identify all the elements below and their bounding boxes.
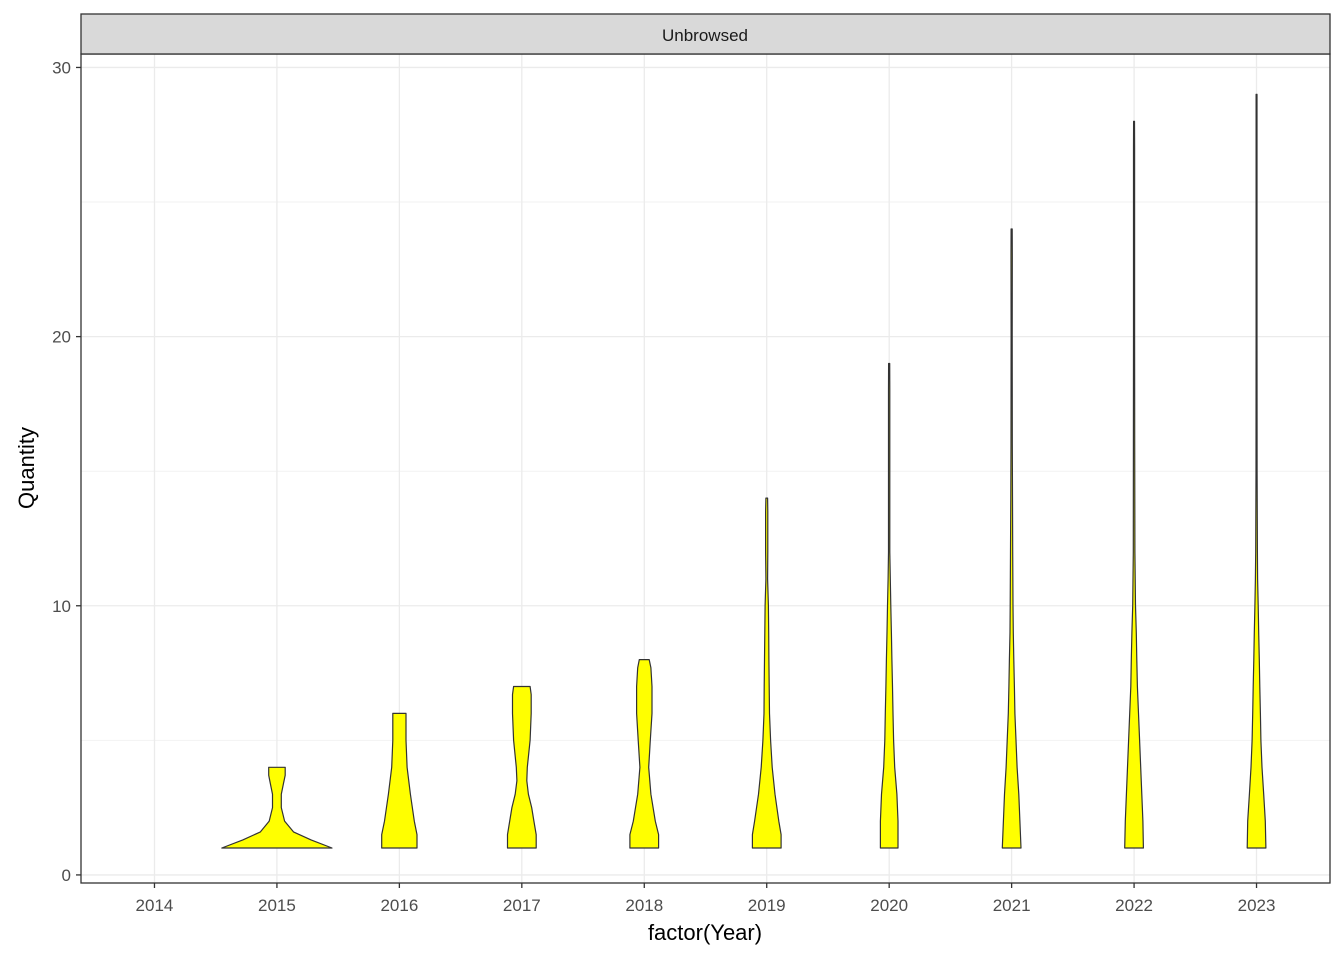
x-tick-label: 2014 (136, 896, 174, 915)
y-tick-label: 30 (52, 58, 71, 77)
violin-2017 (506, 685, 537, 849)
violin-2022 (1124, 120, 1144, 849)
violin-2021 (1001, 228, 1022, 849)
violin-2015 (221, 766, 333, 849)
x-tick-label: 2017 (503, 896, 541, 915)
x-tick-label: 2019 (748, 896, 786, 915)
x-tick-label: 2022 (1115, 896, 1153, 915)
y-tick-label: 0 (62, 866, 71, 885)
x-tick-label: 2016 (380, 896, 418, 915)
x-tick-label: 2015 (258, 896, 296, 915)
violin-2018 (629, 659, 660, 849)
y-tick-label: 20 (52, 328, 71, 347)
x-tick-label: 2020 (870, 896, 908, 915)
x-axis-title: factor(Year) (648, 920, 762, 945)
violin-2023 (1246, 93, 1267, 849)
violin-2020 (879, 362, 899, 849)
y-axis-title: Quantity (14, 427, 39, 509)
facet-strip-label: Unbrowsed (662, 26, 748, 45)
y-tick-label: 10 (52, 597, 71, 616)
violins (221, 93, 1267, 849)
x-tick-label: 2018 (625, 896, 663, 915)
panel-background (81, 54, 1330, 883)
violin-2019 (751, 497, 782, 849)
x-tick-label: 2021 (993, 896, 1031, 915)
x-tick-label: 2023 (1238, 896, 1276, 915)
facet-strip-background (80, 13, 1331, 55)
violin-2016 (381, 712, 418, 849)
facet-strip: Unbrowsed (80, 13, 1331, 55)
axes: 0 10 20 30 2014 2015 2016 2017 2018 2019 2020 2021 2… (52, 58, 1275, 915)
